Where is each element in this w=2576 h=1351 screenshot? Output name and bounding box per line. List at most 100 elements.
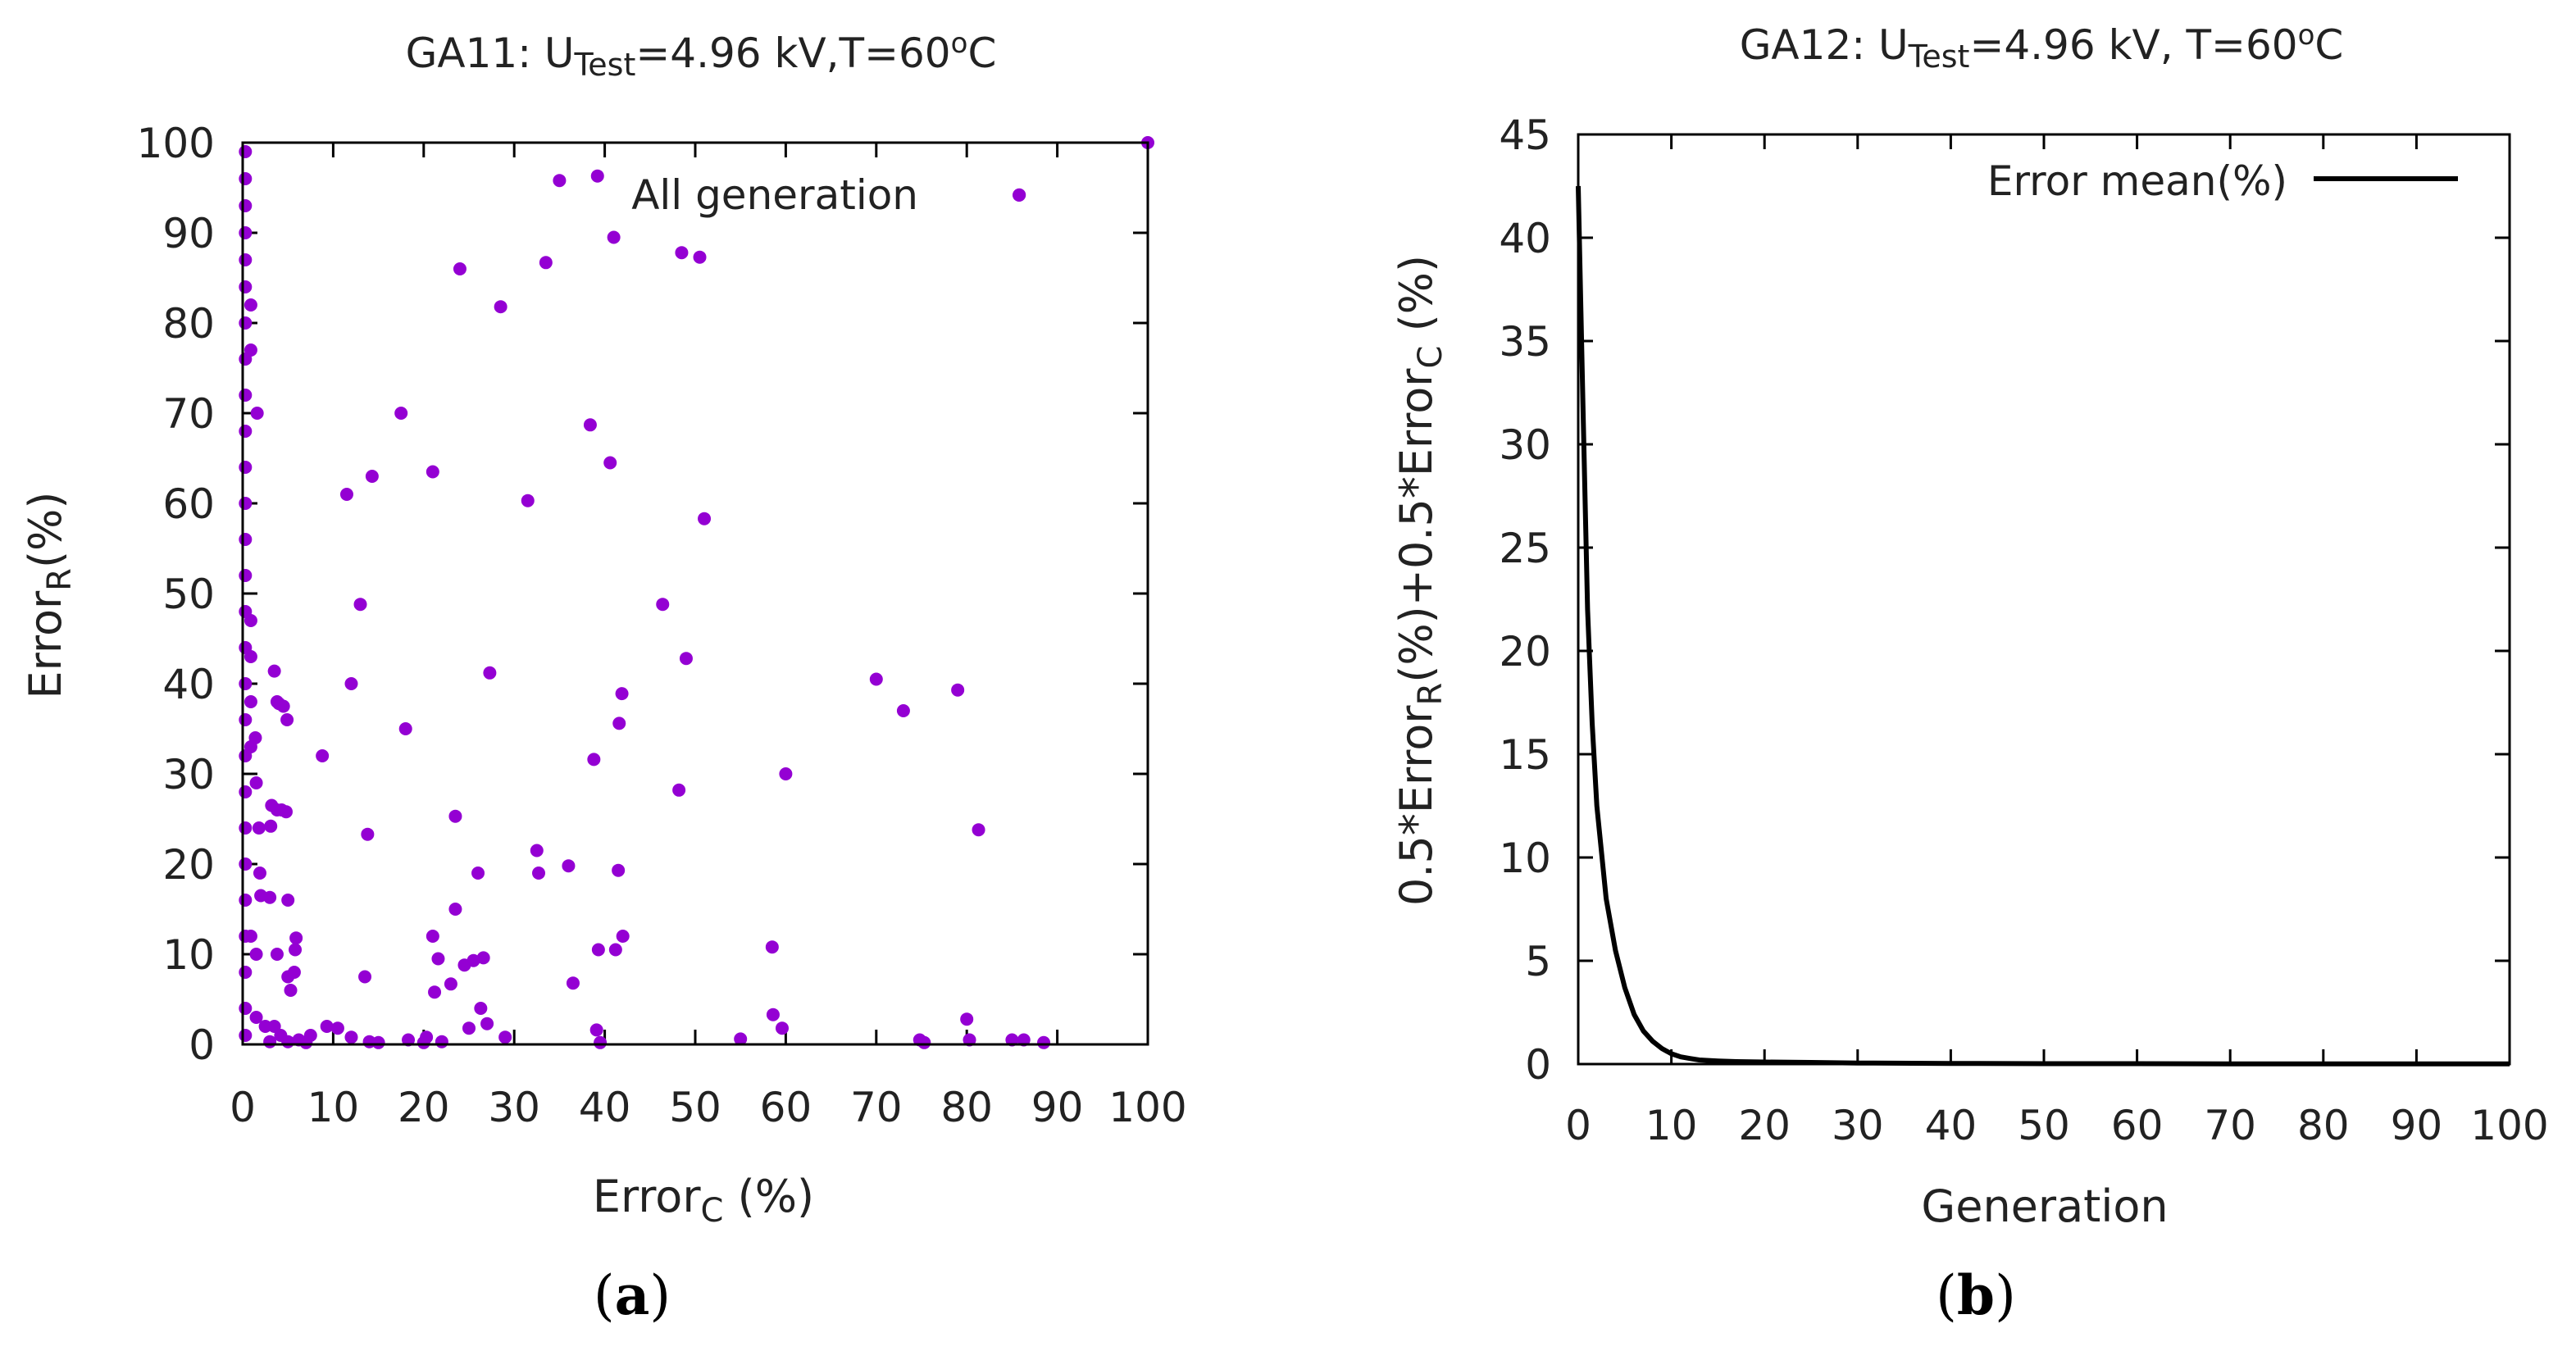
scatter-point xyxy=(672,783,686,797)
scatter-point xyxy=(263,1035,277,1049)
y-tick-label: 10 xyxy=(1499,835,1551,882)
scatter-point xyxy=(279,805,293,819)
scatter-point xyxy=(498,1030,512,1044)
y-tick-label: 35 xyxy=(1499,318,1551,366)
scatter-point xyxy=(303,1029,317,1042)
y-tick-label: 30 xyxy=(162,751,215,798)
scatter-point xyxy=(258,1020,272,1033)
scatter-point xyxy=(330,1021,344,1035)
scatter-point xyxy=(612,716,626,730)
x-tick-label: 70 xyxy=(850,1084,903,1131)
scatter-point xyxy=(607,230,621,244)
y-tick-label: 45 xyxy=(1499,111,1551,159)
scatter-point xyxy=(239,569,253,582)
chart-a-legend-marker xyxy=(1013,189,1026,202)
scatter-point xyxy=(476,951,490,965)
panel-a: GA11: UTest=4.96 kV,T=60oC 0 10 20 30 40 50 60… xyxy=(20,27,1187,1327)
y-tick-label: 25 xyxy=(1499,525,1551,572)
scatter-point xyxy=(435,1035,448,1049)
scatter-point xyxy=(562,859,576,873)
scatter-point xyxy=(398,722,412,735)
scatter-point xyxy=(239,785,253,798)
scatter-point xyxy=(239,425,253,438)
scatter-point xyxy=(339,488,353,501)
chart-a-plot-frame xyxy=(241,141,1149,1046)
scatter-point xyxy=(594,1035,608,1049)
scatter-point xyxy=(281,894,295,907)
chart-a-legend: All generation xyxy=(631,171,1026,219)
scatter-point xyxy=(615,687,629,701)
scatter-point xyxy=(320,1020,334,1033)
scatter-point xyxy=(467,953,480,967)
scatter-point xyxy=(444,977,457,991)
scatter-point xyxy=(532,867,546,880)
scatter-point xyxy=(951,683,965,697)
scatter-point xyxy=(608,943,622,957)
chart-b-caption: (b) xyxy=(1936,1263,2016,1327)
scatter-point xyxy=(530,844,544,857)
y-tick-label: 20 xyxy=(1499,628,1551,676)
chart-a-tick-labels: 0 10 20 30 40 50 60 70 80 90 100 0 10 20 30 40 50 60 70 80 9… xyxy=(137,120,1187,1131)
x-tick-label: 0 xyxy=(1565,1102,1591,1149)
chart-b-legend-label: Error mean(%) xyxy=(1987,157,2287,205)
scatter-point xyxy=(779,767,793,780)
scatter-point xyxy=(521,494,535,507)
scatter-point xyxy=(775,1021,789,1035)
x-tick-label: 30 xyxy=(1832,1102,1884,1149)
scatter-point xyxy=(239,1029,253,1042)
y-tick-label: 100 xyxy=(137,120,215,167)
scatter-point xyxy=(281,970,295,984)
y-tick-label: 15 xyxy=(1499,731,1551,779)
chart-a-caption: (a) xyxy=(594,1263,671,1327)
scatter-point xyxy=(494,300,507,314)
scatter-point xyxy=(249,1011,263,1024)
scatter-point xyxy=(675,246,689,260)
scatter-point xyxy=(361,827,375,841)
x-tick-label: 40 xyxy=(1925,1102,1978,1149)
scatter-point xyxy=(239,857,253,871)
x-tick-label: 10 xyxy=(307,1084,360,1131)
x-tick-label: 80 xyxy=(940,1084,993,1131)
y-tick-label: 0 xyxy=(189,1021,215,1069)
scatter-point xyxy=(249,776,263,789)
scatter-point xyxy=(243,298,257,312)
y-tick-label: 40 xyxy=(162,661,215,708)
x-tick-label: 100 xyxy=(1108,1084,1186,1131)
scatter-point xyxy=(243,695,257,708)
x-tick-label: 20 xyxy=(1738,1102,1791,1149)
chart-b-xlabel: Generation xyxy=(1921,1180,2168,1232)
scatter-point xyxy=(734,1032,748,1046)
chart-a-legend-label: All generation xyxy=(631,171,918,219)
x-tick-label: 60 xyxy=(760,1084,812,1131)
y-tick-label: 0 xyxy=(1525,1041,1551,1089)
scatter-point xyxy=(869,672,883,686)
scatter-point xyxy=(239,533,253,546)
scatter-point xyxy=(353,598,367,612)
scatter-point xyxy=(698,512,712,525)
y-tick-label: 60 xyxy=(162,480,215,528)
chart-b-ticks xyxy=(1577,133,2511,1066)
chart-a-ylabel: ErrorR(%) xyxy=(20,492,79,699)
y-tick-label: 90 xyxy=(162,210,215,257)
chart-b-ylabel: 0.5*ErrorR(%)+0.5*ErrorC (%) xyxy=(1390,255,1450,906)
y-tick-label: 30 xyxy=(1499,421,1551,469)
scatter-point xyxy=(248,731,262,744)
scatter-point xyxy=(428,985,442,999)
x-tick-label: 90 xyxy=(1031,1084,1084,1131)
x-tick-label: 100 xyxy=(2470,1102,2548,1149)
scatter-point xyxy=(250,407,264,420)
chart-a-points xyxy=(239,136,1154,1049)
x-tick-label: 0 xyxy=(230,1084,256,1131)
scatter-point xyxy=(896,704,910,717)
scatter-point xyxy=(239,713,253,726)
chart-b-plot-frame xyxy=(1577,133,2511,1066)
chart-a-xlabel: ErrorC (%) xyxy=(593,1171,814,1230)
panel-b: GA12: UTest=4.96 kV, T=60oC 0 10 20 30 40 50 6… xyxy=(1390,19,2549,1327)
scatter-point xyxy=(284,984,298,997)
scatter-point xyxy=(239,497,253,510)
chart-b-legend: Error mean(%) xyxy=(1987,157,2458,205)
chart-b-tick-labels: 0 10 20 30 40 50 60 70 80 90 100 0 5 10 15 20 25 30 35 40 45 xyxy=(1499,111,2548,1149)
scatter-point xyxy=(253,867,266,880)
scatter-point xyxy=(972,823,985,837)
scatter-point xyxy=(280,713,294,726)
